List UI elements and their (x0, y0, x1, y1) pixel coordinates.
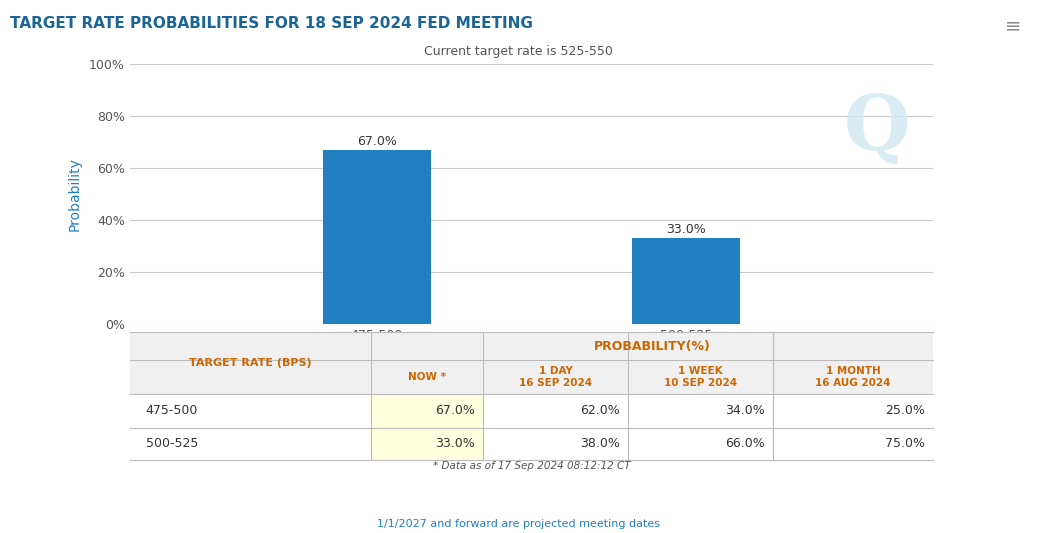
FancyBboxPatch shape (371, 394, 483, 460)
Text: 34.0%: 34.0% (725, 404, 764, 417)
Text: 38.0%: 38.0% (580, 437, 620, 450)
Text: TARGET RATE PROBABILITIES FOR 18 SEP 2024 FED MEETING: TARGET RATE PROBABILITIES FOR 18 SEP 202… (10, 16, 533, 31)
Text: 66.0%: 66.0% (725, 437, 764, 450)
FancyBboxPatch shape (130, 333, 933, 394)
Text: 33.0%: 33.0% (436, 437, 475, 450)
Text: 67.0%: 67.0% (357, 135, 397, 148)
Text: NOW *: NOW * (408, 372, 446, 382)
Text: 1 WEEK
10 SEP 2024: 1 WEEK 10 SEP 2024 (664, 366, 737, 388)
X-axis label: Target Rate (in bps): Target Rate (in bps) (464, 348, 599, 361)
Text: 33.0%: 33.0% (666, 223, 706, 236)
Text: 500-525: 500-525 (145, 437, 198, 450)
Bar (323, 150, 431, 324)
Text: ≡: ≡ (1005, 16, 1021, 35)
Text: Q: Q (844, 92, 910, 166)
Text: 62.0%: 62.0% (580, 404, 620, 417)
Text: 25.0%: 25.0% (886, 404, 925, 417)
Text: TARGET RATE (BPS): TARGET RATE (BPS) (189, 358, 311, 368)
Text: 1 DAY
16 SEP 2024: 1 DAY 16 SEP 2024 (518, 366, 592, 388)
Text: 475-500: 475-500 (145, 404, 198, 417)
Text: 1 MONTH
16 AUG 2024: 1 MONTH 16 AUG 2024 (815, 366, 891, 388)
Text: * Data as of 17 Sep 2024 08:12:12 CT: * Data as of 17 Sep 2024 08:12:12 CT (432, 462, 630, 471)
Y-axis label: Probability: Probability (68, 157, 82, 231)
Text: 1/1/2027 and forward are projected meeting dates: 1/1/2027 and forward are projected meeti… (377, 519, 660, 529)
Text: PROBABILITY(%): PROBABILITY(%) (593, 340, 710, 353)
Bar (632, 238, 740, 324)
Text: 75.0%: 75.0% (886, 437, 925, 450)
Text: 67.0%: 67.0% (436, 404, 475, 417)
Text: Current target rate is 525-550: Current target rate is 525-550 (424, 45, 613, 58)
